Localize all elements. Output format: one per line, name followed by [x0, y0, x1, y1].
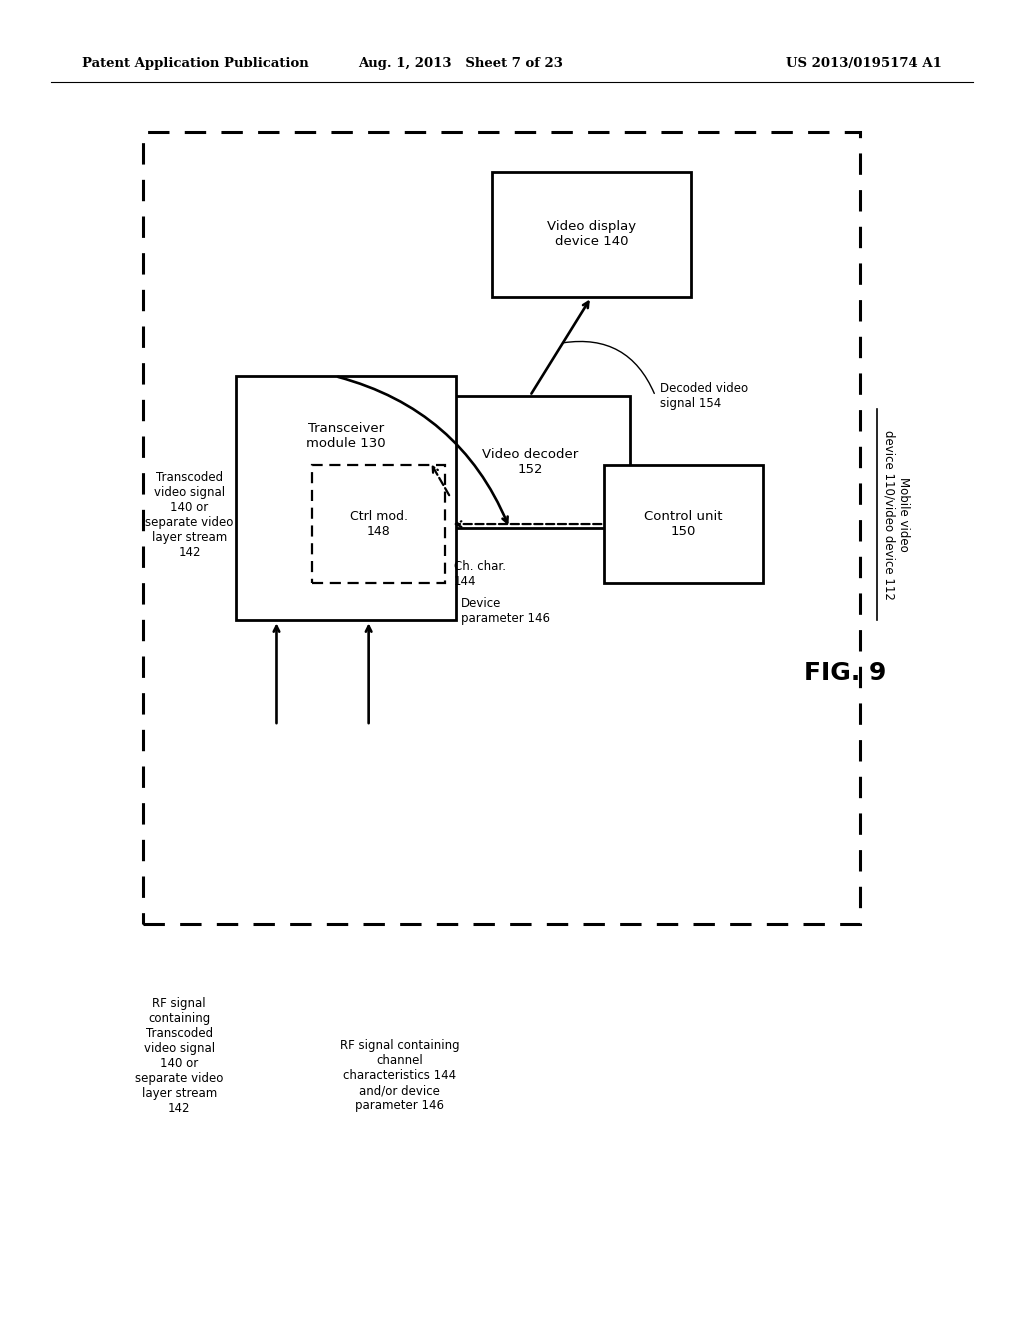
Text: Device
parameter 146: Device parameter 146	[461, 597, 550, 626]
Bar	[604, 465, 763, 583]
Text: FIG. 9: FIG. 9	[804, 661, 886, 685]
Text: Aug. 1, 2013   Sheet 7 of 23: Aug. 1, 2013 Sheet 7 of 23	[358, 57, 563, 70]
Text: Control unit
150: Control unit 150	[644, 510, 723, 539]
Text: Ctrl mod.
148: Ctrl mod. 148	[350, 510, 408, 539]
Text: Mobile video
device 110/video device 112: Mobile video device 110/video device 112	[882, 430, 910, 599]
Text: Transceiver
module 130: Transceiver module 130	[306, 422, 385, 450]
Bar	[236, 376, 456, 620]
Text: Video display
device 140: Video display device 140	[547, 220, 636, 248]
Bar	[143, 132, 860, 924]
Text: RF signal
containing
Transcoded
video signal
140 or
separate video
layer stream
: RF signal containing Transcoded video si…	[135, 997, 223, 1115]
Text: RF signal containing
channel
characteristics 144
and/or device
parameter 146: RF signal containing channel characteris…	[340, 1039, 459, 1113]
Bar	[312, 465, 445, 583]
Text: Video decoder
152: Video decoder 152	[482, 447, 578, 477]
Text: Transcoded
video signal
140 or
separate video
layer stream
142: Transcoded video signal 140 or separate …	[145, 471, 233, 558]
Text: Ch. char.
144: Ch. char. 144	[454, 560, 506, 589]
Text: Decoded video
signal 154: Decoded video signal 154	[660, 381, 749, 411]
Bar	[430, 396, 630, 528]
Text: US 2013/0195174 A1: US 2013/0195174 A1	[786, 57, 942, 70]
Bar	[492, 172, 691, 297]
Text: Patent Application Publication: Patent Application Publication	[82, 57, 308, 70]
